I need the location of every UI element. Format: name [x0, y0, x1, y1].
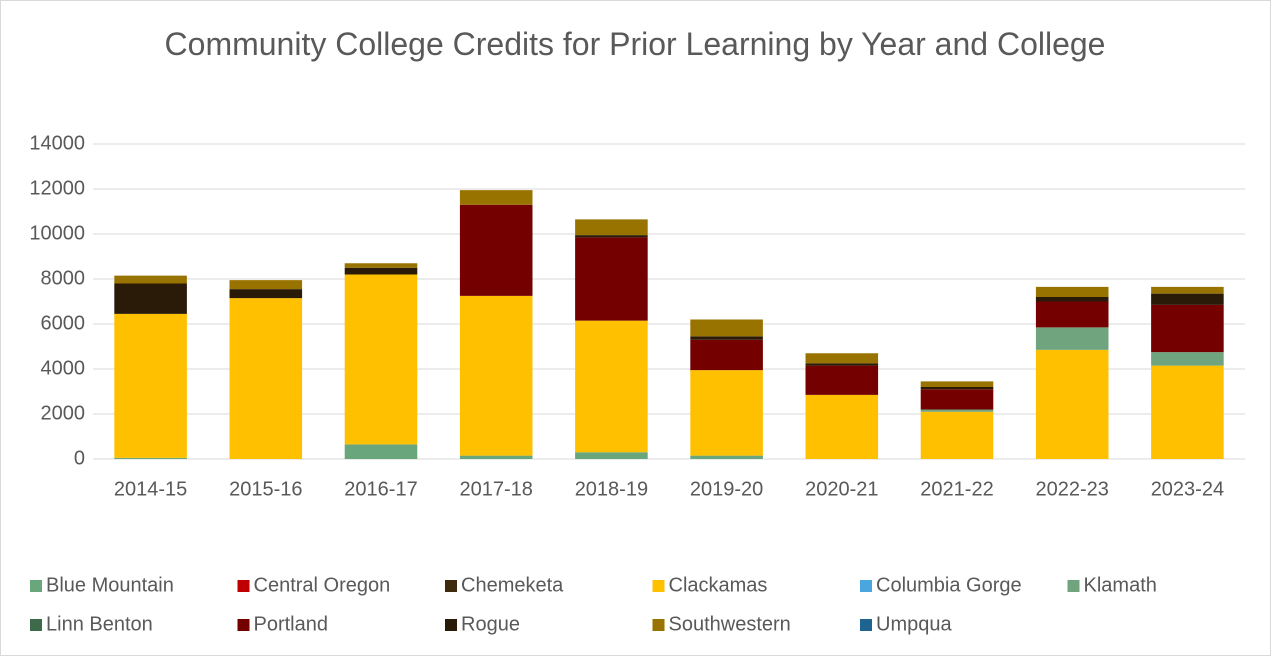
legend-label: Central Oregon — [254, 574, 391, 596]
y-tick-label: 6000 — [41, 312, 86, 334]
bar-segment — [805, 394, 879, 459]
bar-segment — [920, 387, 994, 390]
x-tick-label: 2014-15 — [114, 478, 187, 500]
bar-segment — [114, 275, 187, 284]
legend-label: Columbia Gorge — [876, 574, 1022, 596]
bar-segment — [1035, 286, 1109, 297]
bar-segment — [690, 455, 763, 459]
bar-segment — [1035, 327, 1109, 350]
bar-segment — [805, 363, 879, 366]
legend-swatch — [1067, 580, 1080, 592]
bar-segment — [575, 237, 648, 321]
bar-segment — [459, 204, 533, 296]
bar-segment — [920, 389, 994, 410]
y-tick-label: 10000 — [29, 222, 85, 244]
bar-segment — [459, 455, 533, 459]
bar-segment — [344, 263, 418, 268]
y-tick-label: 12000 — [29, 177, 85, 199]
x-tick-label: 2016-17 — [344, 478, 417, 500]
y-tick-label: 14000 — [29, 132, 85, 154]
legend-swatch — [652, 619, 665, 631]
bar-segment — [805, 365, 879, 395]
y-tick-label: 8000 — [41, 267, 86, 289]
legend-swatch — [445, 580, 457, 592]
bar-segment — [575, 235, 648, 238]
x-tick-label: 2015-16 — [229, 478, 302, 500]
y-tick-label: 4000 — [41, 357, 86, 379]
bar-segment — [920, 411, 994, 459]
bar-segment — [1035, 349, 1109, 459]
bar-segment — [229, 289, 303, 299]
bar-segment — [459, 295, 533, 456]
bar-segment — [229, 280, 303, 290]
bar-segment — [575, 452, 648, 459]
legend-label: Blue Mountain — [46, 574, 174, 596]
bar-segment — [690, 339, 763, 371]
y-tick-label: 2000 — [41, 402, 86, 424]
legend-label: Rogue — [461, 613, 520, 635]
bar-segment — [344, 274, 418, 445]
legend-label: Portland — [254, 613, 329, 635]
bar-segment — [114, 457, 187, 459]
legend-label: Clackamas — [669, 574, 768, 596]
bar-segment — [229, 298, 303, 459]
bar-segment — [1151, 304, 1224, 353]
bar-segment — [690, 319, 763, 337]
bar-segment — [575, 320, 648, 453]
x-tick-label: 2021-22 — [920, 478, 993, 500]
x-tick-label: 2018-19 — [575, 478, 648, 500]
bar-segment — [1035, 301, 1109, 328]
bar-segment — [1151, 352, 1224, 366]
legend-swatch — [30, 619, 42, 631]
x-tick-label: 2017-18 — [459, 478, 532, 500]
legend-label: Chemeketa — [461, 574, 564, 596]
legend-label: Southwestern — [669, 613, 791, 635]
y-tick-label: 0 — [74, 447, 85, 469]
legend-swatch — [860, 619, 872, 631]
chart-title: Community College Credits for Prior Lear… — [164, 26, 1106, 62]
bar-segment — [114, 313, 187, 458]
bar-segment — [1151, 293, 1224, 305]
x-tick-label: 2022-23 — [1035, 478, 1108, 500]
bar-segment — [920, 381, 994, 387]
bar-segment — [690, 336, 763, 340]
legend-label: Klamath — [1084, 574, 1157, 596]
bar-segment — [344, 267, 418, 275]
bar-segment — [920, 409, 994, 412]
x-tick-label: 2020-21 — [805, 478, 878, 500]
legend-swatch — [652, 580, 665, 592]
bar-segment — [1151, 286, 1224, 294]
x-tick-label: 2019-20 — [690, 478, 763, 500]
legend-swatch — [237, 619, 250, 631]
bar-segment — [1151, 365, 1224, 459]
legend-label: Umpqua — [876, 613, 952, 635]
legend-swatch — [445, 619, 457, 631]
legend-swatch — [237, 580, 250, 592]
bar-segment — [459, 190, 533, 205]
bar-segment — [690, 370, 763, 456]
bar-segment — [344, 444, 418, 459]
bar-segment — [1035, 297, 1109, 302]
legend-swatch — [860, 580, 872, 592]
x-tick-label: 2023-24 — [1151, 478, 1224, 500]
bar-segment — [575, 219, 648, 236]
bar-segment — [805, 353, 879, 364]
bar-segment — [114, 283, 187, 314]
legend-swatch — [30, 580, 42, 592]
legend-label: Linn Benton — [46, 613, 153, 635]
